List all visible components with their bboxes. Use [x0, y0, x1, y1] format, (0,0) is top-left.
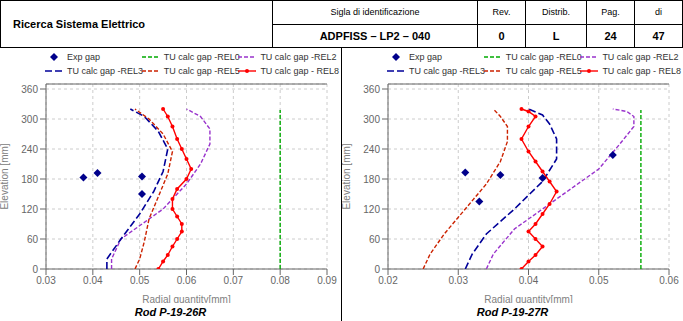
svg-text:0.04: 0.04	[519, 275, 539, 286]
svg-text:0.07: 0.07	[224, 275, 244, 286]
svg-text:60: 60	[27, 234, 39, 245]
svg-text:180: 180	[363, 174, 380, 185]
svg-text:0.03: 0.03	[36, 275, 56, 286]
html-text:24: 24	[604, 29, 617, 42]
svg-text:0.05: 0.05	[130, 275, 150, 286]
svg-text:Radial quantity[mm]: Radial quantity[mm]	[142, 294, 231, 303]
html-text:L: L	[552, 29, 560, 42]
html-text:0: 0	[498, 29, 505, 42]
svg-text:240: 240	[363, 144, 380, 155]
html-text:Ricerca Sistema Elettrico: Ricerca Sistema Elettrico	[13, 18, 146, 30]
svg-text:0.08: 0.08	[270, 275, 290, 286]
svg-text:0.09: 0.09	[317, 275, 337, 286]
html-text:Rev.: Rev.	[492, 7, 511, 18]
html-text:Rod P-19-26R: Rod P-19-26R	[134, 306, 207, 318]
svg-text:0.06: 0.06	[659, 275, 675, 286]
svg-text:0: 0	[32, 264, 38, 275]
html-text:di: di	[655, 7, 662, 18]
svg-text:Radial quantity[mm]: Radial quantity[mm]	[484, 294, 573, 303]
svg-text:300: 300	[21, 114, 38, 125]
html-text:TU calc gap -REL2: TU calc gap -REL2	[260, 52, 337, 62]
html-text:TU calc gap -REL3: TU calc gap -REL3	[67, 66, 143, 76]
html-text:TU calc gap -REL5: TU calc gap -REL5	[163, 66, 240, 76]
svg-text:120: 120	[363, 204, 380, 215]
html-text:TU calc gap -REL0: TU calc gap -REL0	[163, 52, 240, 62]
svg-text:360: 360	[21, 84, 38, 95]
svg-text:0.05: 0.05	[589, 275, 609, 286]
svg-text:Elevation [mm]: Elevation [mm]	[8, 143, 10, 209]
svg-text:0: 0	[374, 264, 380, 275]
svg-text:Elevation [mm]: Elevation [mm]	[342, 143, 352, 209]
svg-text:180: 180	[21, 174, 38, 185]
svg-text:0.06: 0.06	[177, 275, 197, 286]
html-text:47: 47	[652, 29, 665, 42]
html-text:ADPFISS – LP2 – 040: ADPFISS – LP2 – 040	[319, 29, 431, 42]
svg-text:0.04: 0.04	[83, 275, 103, 286]
html-text:TU calc gap -REL5: TU calc gap -REL5	[505, 66, 582, 76]
html-text:Exp gap: Exp gap	[67, 52, 100, 62]
svg-text:0.03: 0.03	[449, 275, 469, 286]
html-text:TU calc gap -REL3: TU calc gap -REL3	[409, 66, 485, 76]
svg-text:0.02: 0.02	[378, 275, 398, 286]
svg-text:300: 300	[363, 114, 380, 125]
svg-text:120: 120	[21, 204, 38, 215]
html-text:TU calc gap - REL8: TU calc gap - REL8	[602, 66, 681, 76]
svg-text:60: 60	[369, 234, 381, 245]
html-text:TU calc gap -REL2: TU calc gap -REL2	[602, 52, 679, 62]
html-text:Exp gap: Exp gap	[409, 52, 442, 62]
html-text:Distrib.: Distrib.	[542, 7, 570, 18]
html-text:Rod P-19-27R: Rod P-19-27R	[476, 306, 549, 318]
html-text:TU calc gap -REL0: TU calc gap -REL0	[505, 52, 582, 62]
html-text:Sigla di identificazione: Sigla di identificazione	[330, 7, 420, 18]
html-text:Pag.: Pag.	[601, 7, 620, 18]
html-text:TU calc gap - REL8: TU calc gap - REL8	[260, 66, 339, 76]
svg-text:360: 360	[363, 84, 380, 95]
svg-text:240: 240	[21, 144, 38, 155]
